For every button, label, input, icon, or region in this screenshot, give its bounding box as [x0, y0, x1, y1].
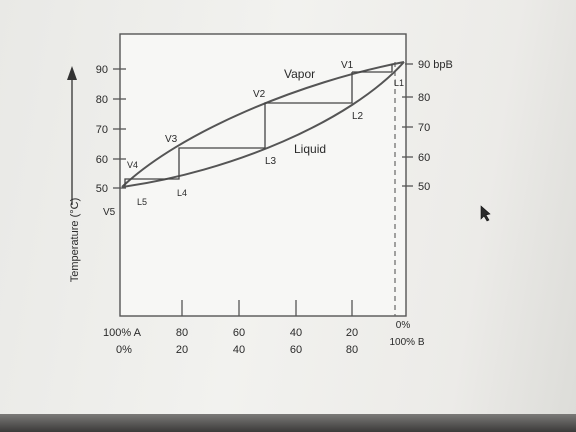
right-tick-50: 50 — [418, 181, 430, 193]
comp-a-100: 100% A — [103, 327, 142, 339]
point-v1: V1 — [341, 60, 354, 71]
point-l4: L4 — [177, 188, 187, 198]
comp-a-20: 20 — [346, 327, 358, 339]
point-l2: L2 — [352, 111, 364, 122]
mouse-cursor-icon — [480, 205, 491, 222]
left-tick-70: 70 — [96, 124, 108, 136]
point-l1: L1 — [394, 78, 404, 88]
arrow-up-icon — [67, 66, 77, 80]
vapor-region-label: Vapor — [284, 67, 315, 81]
left-tick-60: 60 — [96, 154, 108, 166]
left-axis-ticks — [113, 68, 126, 189]
y-axis-title: Temperature (°C) — [69, 198, 81, 282]
comp-b-80: 80 — [346, 344, 358, 356]
composition-ticks — [181, 300, 353, 316]
monitor-bezel — [0, 414, 576, 432]
comp-a-0: 0% — [396, 320, 411, 331]
composition-a-row: 100% A 80 60 40 20 0% — [103, 320, 410, 339]
comp-b-60: 60 — [290, 344, 302, 356]
left-tick-80: 80 — [96, 94, 108, 106]
comp-b-40: 40 — [233, 344, 245, 356]
right-tick-70: 70 — [418, 122, 430, 134]
right-tick-80: 80 — [418, 92, 430, 104]
bp-b-label: 90 bpB — [418, 59, 453, 71]
comp-b-100: 100% B — [389, 337, 424, 348]
right-tick-60: 60 — [418, 152, 430, 164]
left-tick-50: 50 — [96, 183, 108, 195]
point-v2: V2 — [253, 89, 266, 100]
point-v5: V5 — [103, 207, 116, 218]
point-v3: V3 — [165, 134, 178, 145]
comp-a-60: 60 — [233, 327, 245, 339]
distillation-staircase — [124, 64, 393, 186]
right-axis-ticks — [402, 63, 413, 187]
point-l5: L5 — [137, 197, 147, 207]
y-axis-title-group: Temperature (°C) — [67, 66, 81, 282]
plot-frame — [119, 33, 407, 317]
comp-a-40: 40 — [290, 327, 302, 339]
vapor-curve — [121, 61, 405, 188]
point-v4: V4 — [127, 160, 138, 170]
comp-b-20: 20 — [176, 344, 188, 356]
composition-b-row: 0% 20 40 60 80 100% B — [116, 337, 425, 356]
comp-b-0: 0% — [116, 344, 132, 356]
comp-a-80: 80 — [176, 327, 188, 339]
liquid-region-label: Liquid — [294, 142, 326, 156]
left-tick-90: 90 — [96, 64, 108, 76]
point-l3: L3 — [265, 156, 277, 167]
